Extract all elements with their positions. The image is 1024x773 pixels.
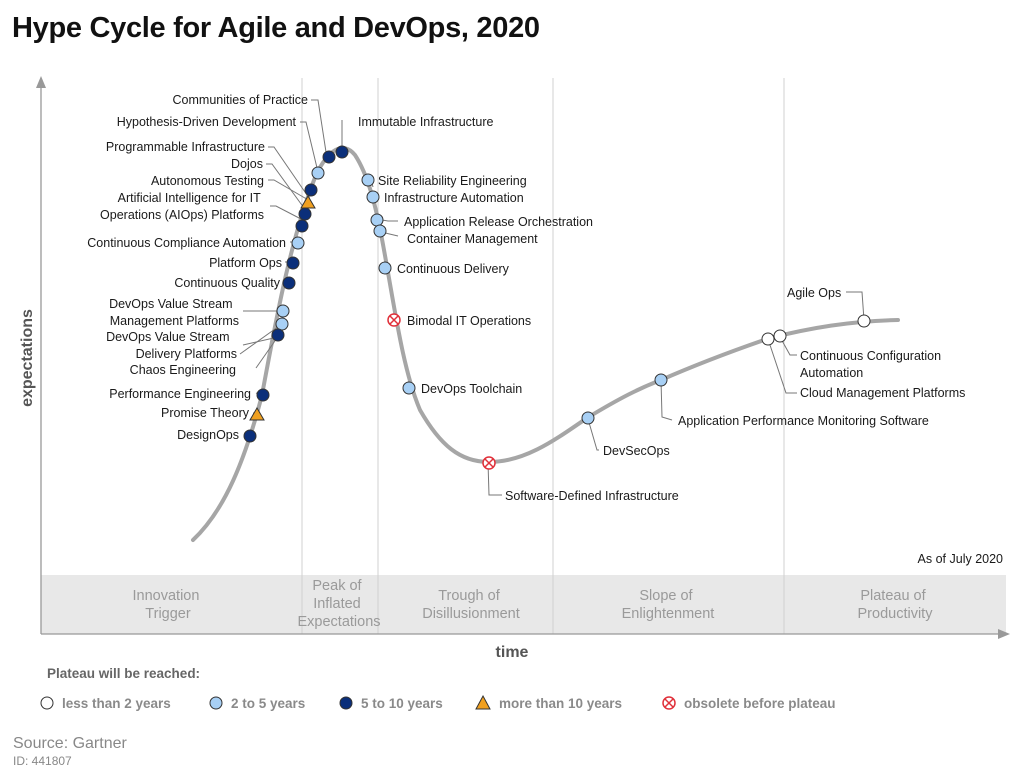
- label-apm-software: Application Performance Monitoring Softw…: [678, 414, 929, 428]
- label-continuous-compliance-automation: Continuous Compliance Automation: [87, 236, 286, 250]
- label-chaos-engineering: Chaos Engineering: [130, 363, 236, 377]
- label-software-defined-infrastructure: Software-Defined Infrastructure: [505, 489, 679, 503]
- phase-band: [41, 575, 1006, 634]
- marker-continuous-compliance-automation: [291, 236, 305, 250]
- marker-dojos: [298, 207, 312, 221]
- markers: [243, 145, 871, 470]
- marker-chaos-engineering: [271, 328, 285, 342]
- legend-5to10-label: 5 to 10 years: [361, 696, 443, 711]
- label-communities-of-practice: Communities of Practice: [173, 93, 309, 107]
- label-cloud-management-platforms: Cloud Management Platforms: [800, 386, 965, 400]
- legend-gt10-label: more than 10 years: [499, 696, 622, 711]
- legend-lt2-icon: [40, 696, 54, 710]
- label-devops-vsdp: DevOps Value Stream Delivery Platforms: [106, 330, 237, 361]
- phase-trough: Trough of Disillusionment: [422, 588, 520, 622]
- marker-aiops-platforms: [300, 195, 316, 209]
- label-agile-ops: Agile Ops: [787, 286, 841, 300]
- marker-continuous-delivery: [378, 261, 392, 275]
- marker-devops-toolchain: [402, 381, 416, 395]
- marker-performance-engineering: [256, 388, 270, 402]
- marker-autonomous-testing: [295, 219, 309, 233]
- marker-hypothesis-driven-development: [322, 150, 336, 164]
- label-immutable-infrastructure: Immutable Infrastructure: [358, 115, 494, 129]
- as-of-date: As of July 2020: [918, 552, 1004, 566]
- marker-platform-ops: [286, 256, 300, 270]
- label-container-management: Container Management: [407, 232, 538, 246]
- marker-software-defined-infrastructure: [482, 456, 496, 470]
- label-programmable-infrastructure: Programmable Infrastructure: [106, 140, 265, 154]
- label-infrastructure-automation: Infrastructure Automation: [384, 191, 524, 205]
- label-devsecops: DevSecOps: [603, 444, 670, 458]
- legend-lt2-label: less than 2 years: [62, 696, 171, 711]
- marker-application-release-orchestration: [370, 213, 384, 227]
- label-dojos: Dojos: [231, 157, 263, 171]
- hype-curve: [191, 145, 900, 542]
- marker-designops: [243, 429, 257, 443]
- y-axis-label: expectations: [19, 309, 36, 407]
- marker-cloud-management-platforms: [761, 332, 775, 346]
- label-continuous-configuration-automation: Continuous Configuration Automation: [800, 349, 945, 380]
- label-site-reliability-engineering: Site Reliability Engineering: [378, 174, 527, 188]
- label-continuous-quality: Continuous Quality: [174, 276, 280, 290]
- label-continuous-delivery: Continuous Delivery: [397, 262, 510, 276]
- phase-labels: Innovation Trigger Peak of Inflated Expe…: [133, 578, 934, 630]
- label-hypothesis-driven-development: Hypothesis-Driven Development: [117, 115, 297, 129]
- marker-immutable-infrastructure: [335, 145, 349, 159]
- label-platform-ops: Platform Ops: [209, 256, 282, 270]
- phase-innovation-trigger: Innovation Trigger: [133, 588, 204, 622]
- phase-slope: Slope of Enlightenment: [622, 588, 715, 622]
- legend-gt10-icon: [475, 694, 491, 710]
- label-bimodal-it-operations: Bimodal IT Operations: [407, 314, 531, 328]
- marker-promise-theory: [249, 407, 265, 421]
- label-aiops-platforms: Artificial Intelligence for IT Operation…: [100, 191, 264, 222]
- phase-separators: [301, 78, 785, 634]
- axes: [36, 76, 1010, 639]
- label-performance-engineering: Performance Engineering: [109, 387, 251, 401]
- technology-labels: Communities of Practice Hypothesis-Drive…: [87, 93, 965, 503]
- legend-title: Plateau will be reached:: [47, 666, 200, 681]
- marker-devsecops: [581, 411, 595, 425]
- label-devops-vsmp: DevOps Value Stream Management Platforms: [109, 297, 239, 328]
- marker-site-reliability-engineering: [361, 173, 375, 187]
- source-text: Source: Gartner: [13, 735, 128, 752]
- legend-2to5-label: 2 to 5 years: [231, 696, 305, 711]
- legend-2to5-icon: [209, 696, 223, 710]
- x-axis-label: time: [496, 644, 529, 661]
- label-application-release-orchestration: Application Release Orchestration: [404, 215, 593, 229]
- legend-obsolete-icon: [662, 696, 676, 710]
- marker-container-management: [373, 224, 387, 238]
- marker-communities-of-practice: [311, 166, 325, 180]
- marker-programmable-infrastructure: [304, 183, 318, 197]
- label-autonomous-testing: Autonomous Testing: [151, 174, 264, 188]
- phase-peak: Peak of Inflated Expectations: [297, 578, 380, 630]
- marker-continuous-quality: [282, 276, 296, 290]
- label-promise-theory: Promise Theory: [161, 406, 250, 420]
- document-id: ID: 441807: [13, 754, 72, 768]
- marker-infrastructure-automation: [366, 190, 380, 204]
- legend-5to10-icon: [339, 696, 353, 710]
- marker-agile-ops: [857, 314, 871, 328]
- marker-apm-software: [654, 373, 668, 387]
- legend: Plateau will be reached: less than 2 yea…: [40, 666, 836, 711]
- page-title: Hype Cycle for Agile and DevOps, 2020: [12, 12, 540, 44]
- phase-plateau: Plateau of Productivity: [858, 588, 934, 622]
- label-devops-toolchain: DevOps Toolchain: [421, 382, 522, 396]
- legend-obsolete-label: obsolete before plateau: [684, 696, 836, 711]
- marker-bimodal-it-operations: [387, 313, 401, 327]
- label-designops: DesignOps: [177, 428, 239, 442]
- marker-devops-vsdp: [275, 317, 289, 331]
- marker-devops-vsmp: [276, 304, 290, 318]
- marker-continuous-configuration-automation: [773, 329, 787, 343]
